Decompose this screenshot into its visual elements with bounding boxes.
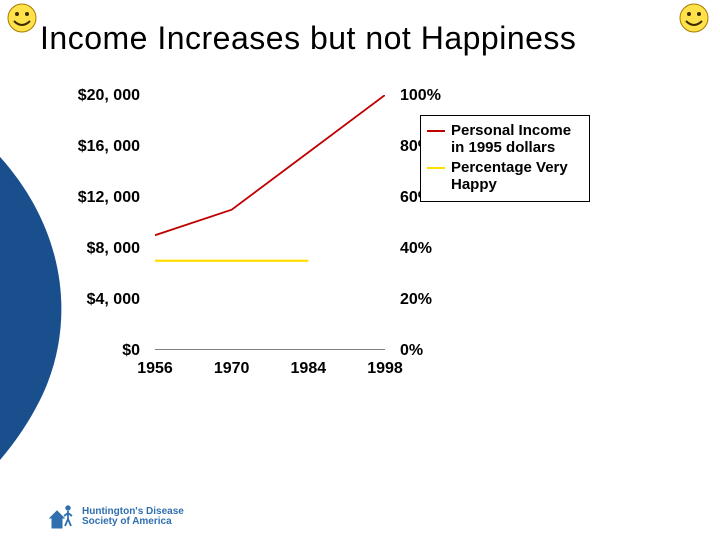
legend-swatch (427, 130, 445, 132)
y2-axis-label: 100% (400, 87, 460, 105)
legend-label: Personal Income in 1995 dollars (451, 122, 581, 157)
slide-title: Income Increases but not Happiness (40, 20, 576, 57)
legend-swatch (427, 167, 445, 169)
footer-org-name: Huntington's Disease Society of America (82, 507, 184, 528)
chart-legend: Personal Income in 1995 dollarsPercentag… (420, 115, 590, 202)
y1-axis-label: $12, 000 (60, 189, 140, 207)
y1-axis-label: $16, 000 (60, 138, 140, 156)
legend-item: Percentage Very Happy (427, 159, 581, 194)
y2-axis-label: 20% (400, 291, 460, 309)
x-axis-label: 1984 (278, 360, 338, 378)
y1-axis-label: $20, 000 (60, 87, 140, 105)
y1-axis-label: $4, 000 (60, 291, 140, 309)
smiley-icon (6, 2, 38, 34)
x-axis-label: 1970 (202, 360, 262, 378)
y1-axis-label: $8, 000 (60, 240, 140, 258)
y1-axis-label: $0 (60, 342, 140, 360)
x-axis-label: 1998 (355, 360, 415, 378)
y2-axis-label: 40% (400, 240, 460, 258)
footer-line2: Society of America (82, 517, 184, 528)
legend-label: Percentage Very Happy (451, 159, 581, 194)
hdsa-logo-icon (48, 504, 76, 530)
smiley-icon (678, 2, 710, 34)
footer-logo: Huntington's Disease Society of America (48, 504, 184, 530)
x-axis-label: 1956 (125, 360, 185, 378)
legend-item: Personal Income in 1995 dollars (427, 122, 581, 157)
chart-plot (155, 95, 385, 350)
y2-axis-label: 0% (400, 342, 460, 360)
